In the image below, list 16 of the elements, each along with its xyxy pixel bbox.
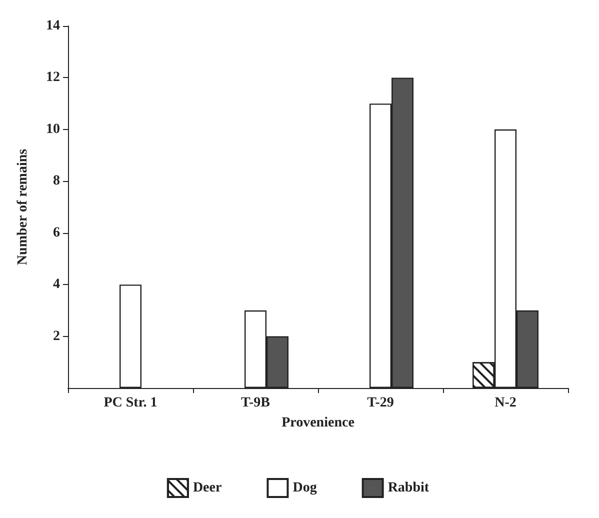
legend-label: Dog <box>292 480 317 496</box>
y-tick-label: 6 <box>53 225 60 240</box>
y-tick-label: 14 <box>46 18 60 34</box>
y-tick-label: 2 <box>53 328 60 344</box>
x-tick-label: T-9B <box>240 396 270 410</box>
y-tick-label: 12 <box>46 70 60 86</box>
y-tick-label: 4 <box>53 277 60 292</box>
y-tick-label: 8 <box>53 174 60 189</box>
x-tick-label: T-29 <box>367 396 394 410</box>
x-axis-title: Provenience <box>282 416 354 430</box>
x-tick-label: N-2 <box>494 396 516 410</box>
y-tick-label: 10 <box>46 122 60 137</box>
legend-label: Rabbit <box>388 480 430 496</box>
y-axis-title: Number of remains <box>16 148 30 266</box>
legend-label: Deer <box>192 480 222 496</box>
x-tick-label: PC Str. 1 <box>104 396 158 410</box>
